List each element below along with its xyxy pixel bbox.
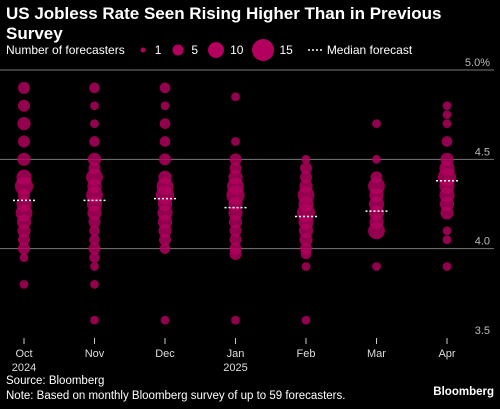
forecast-bubble <box>88 242 101 255</box>
legend-bubble-15-icon <box>252 39 275 61</box>
x-tick-sublabel: 2025 <box>223 362 247 374</box>
forecast-bubble <box>88 215 101 228</box>
forecast-bubble <box>160 315 170 325</box>
forecast-bubble <box>299 171 313 184</box>
forecast-bubble <box>372 154 381 164</box>
forecast-bubble <box>17 81 31 94</box>
forecast-bubble <box>90 262 99 271</box>
forecast-bubble <box>228 215 243 229</box>
x-tick-label: Jan <box>227 348 245 360</box>
forecast-bubble <box>440 206 454 220</box>
forecast-bubble <box>229 153 242 166</box>
forecast-bubble <box>89 234 100 246</box>
forecast-bubble <box>301 154 311 164</box>
legend-median-label: Median forecast <box>326 43 413 57</box>
forecast-bubble <box>17 224 31 238</box>
forecast-bubble <box>159 118 171 129</box>
forecast-bubble <box>90 119 99 128</box>
forecast-bubble <box>158 153 172 166</box>
forecast-bubble <box>442 110 452 120</box>
x-tick-label: Feb <box>297 348 316 360</box>
forecast-bubble <box>159 136 171 147</box>
legend-size-1: 1 <box>154 43 162 57</box>
legend-size-5: 5 <box>191 43 199 57</box>
x-tick-sublabel: 2024 <box>12 362 36 374</box>
y-tick-label: 4.5 <box>475 146 490 158</box>
forecast-bubble <box>229 233 242 246</box>
forecast-bubble <box>160 101 170 111</box>
legend: Number of forecasters 1 5 10 15 Median f… <box>6 36 412 64</box>
forecast-bubble <box>442 262 452 271</box>
y-tick-label: 4.0 <box>475 236 490 248</box>
legend-bubble-5-icon <box>172 44 184 56</box>
note-text: Note: Based on monthly Bloomberg survey … <box>6 390 346 402</box>
forecast-bubble <box>442 101 452 111</box>
x-tick-label: Oct <box>15 348 32 360</box>
forecast-bubble <box>90 101 99 111</box>
forecast-bubble <box>159 82 171 94</box>
x-tick-label: Mar <box>367 348 386 360</box>
forecast-bubble <box>17 233 31 246</box>
forecast-bubble <box>17 135 31 148</box>
forecast-bubble <box>17 117 31 131</box>
forecast-bubble <box>442 119 452 128</box>
forecast-bubble <box>368 222 385 240</box>
forecast-bubble <box>372 119 381 128</box>
forecast-bubble <box>158 233 172 246</box>
legend-bubble-10-icon <box>208 42 225 58</box>
forecast-bubble <box>372 262 381 271</box>
forecast-bubble <box>231 137 240 146</box>
forecast-bubble <box>89 136 100 147</box>
brand-logo: Bloomberg <box>433 386 494 398</box>
x-tick-label: Nov <box>85 348 105 360</box>
forecast-bubble <box>300 248 312 260</box>
forecast-bubble <box>159 243 171 254</box>
forecast-bubble <box>89 225 100 237</box>
x-tick-label: Dec <box>155 348 175 360</box>
forecast-bubble <box>301 262 311 271</box>
forecast-bubble <box>442 226 452 236</box>
chart-title: US Jobless Rate Seen Rising Higher Than … <box>6 4 442 43</box>
forecast-bubble <box>90 315 99 325</box>
forecast-bubble <box>87 152 102 166</box>
legend-size-15: 15 <box>279 43 293 57</box>
y-tick-label: 5.0% <box>465 57 490 69</box>
y-tick-label: 3.5 <box>475 325 490 337</box>
forecast-bubble <box>231 92 240 102</box>
forecast-bubble <box>19 280 29 289</box>
forecast-bubble <box>14 176 34 196</box>
legend-size-label: Number of forecasters <box>6 43 125 57</box>
forecast-bubble <box>17 242 31 255</box>
forecast-bubble <box>90 280 99 289</box>
forecast-bubble <box>299 162 313 175</box>
forecast-bubble <box>229 224 242 237</box>
footer: Source: Bloomberg Note: Based on monthly… <box>6 374 345 404</box>
forecast-bubble <box>301 315 311 325</box>
x-tick-label: Apr <box>438 348 455 360</box>
legend-bubble-1-icon <box>140 47 146 53</box>
forecast-bubble <box>229 248 242 261</box>
source-text: Source: Bloomberg <box>6 375 105 387</box>
forecast-bubble <box>87 205 102 221</box>
forecast-bubble <box>442 235 452 245</box>
forecast-bubble <box>231 315 240 325</box>
forecast-bubble <box>89 82 100 94</box>
legend-size-10: 10 <box>230 43 244 57</box>
forecast-bubble <box>17 152 31 166</box>
forecast-bubble <box>17 99 31 112</box>
forecast-bubble <box>89 252 100 263</box>
forecast-bubble <box>19 253 29 262</box>
forecast-bubble <box>441 136 453 147</box>
forecast-bubble <box>158 224 172 238</box>
forecast-bubble <box>299 233 313 247</box>
